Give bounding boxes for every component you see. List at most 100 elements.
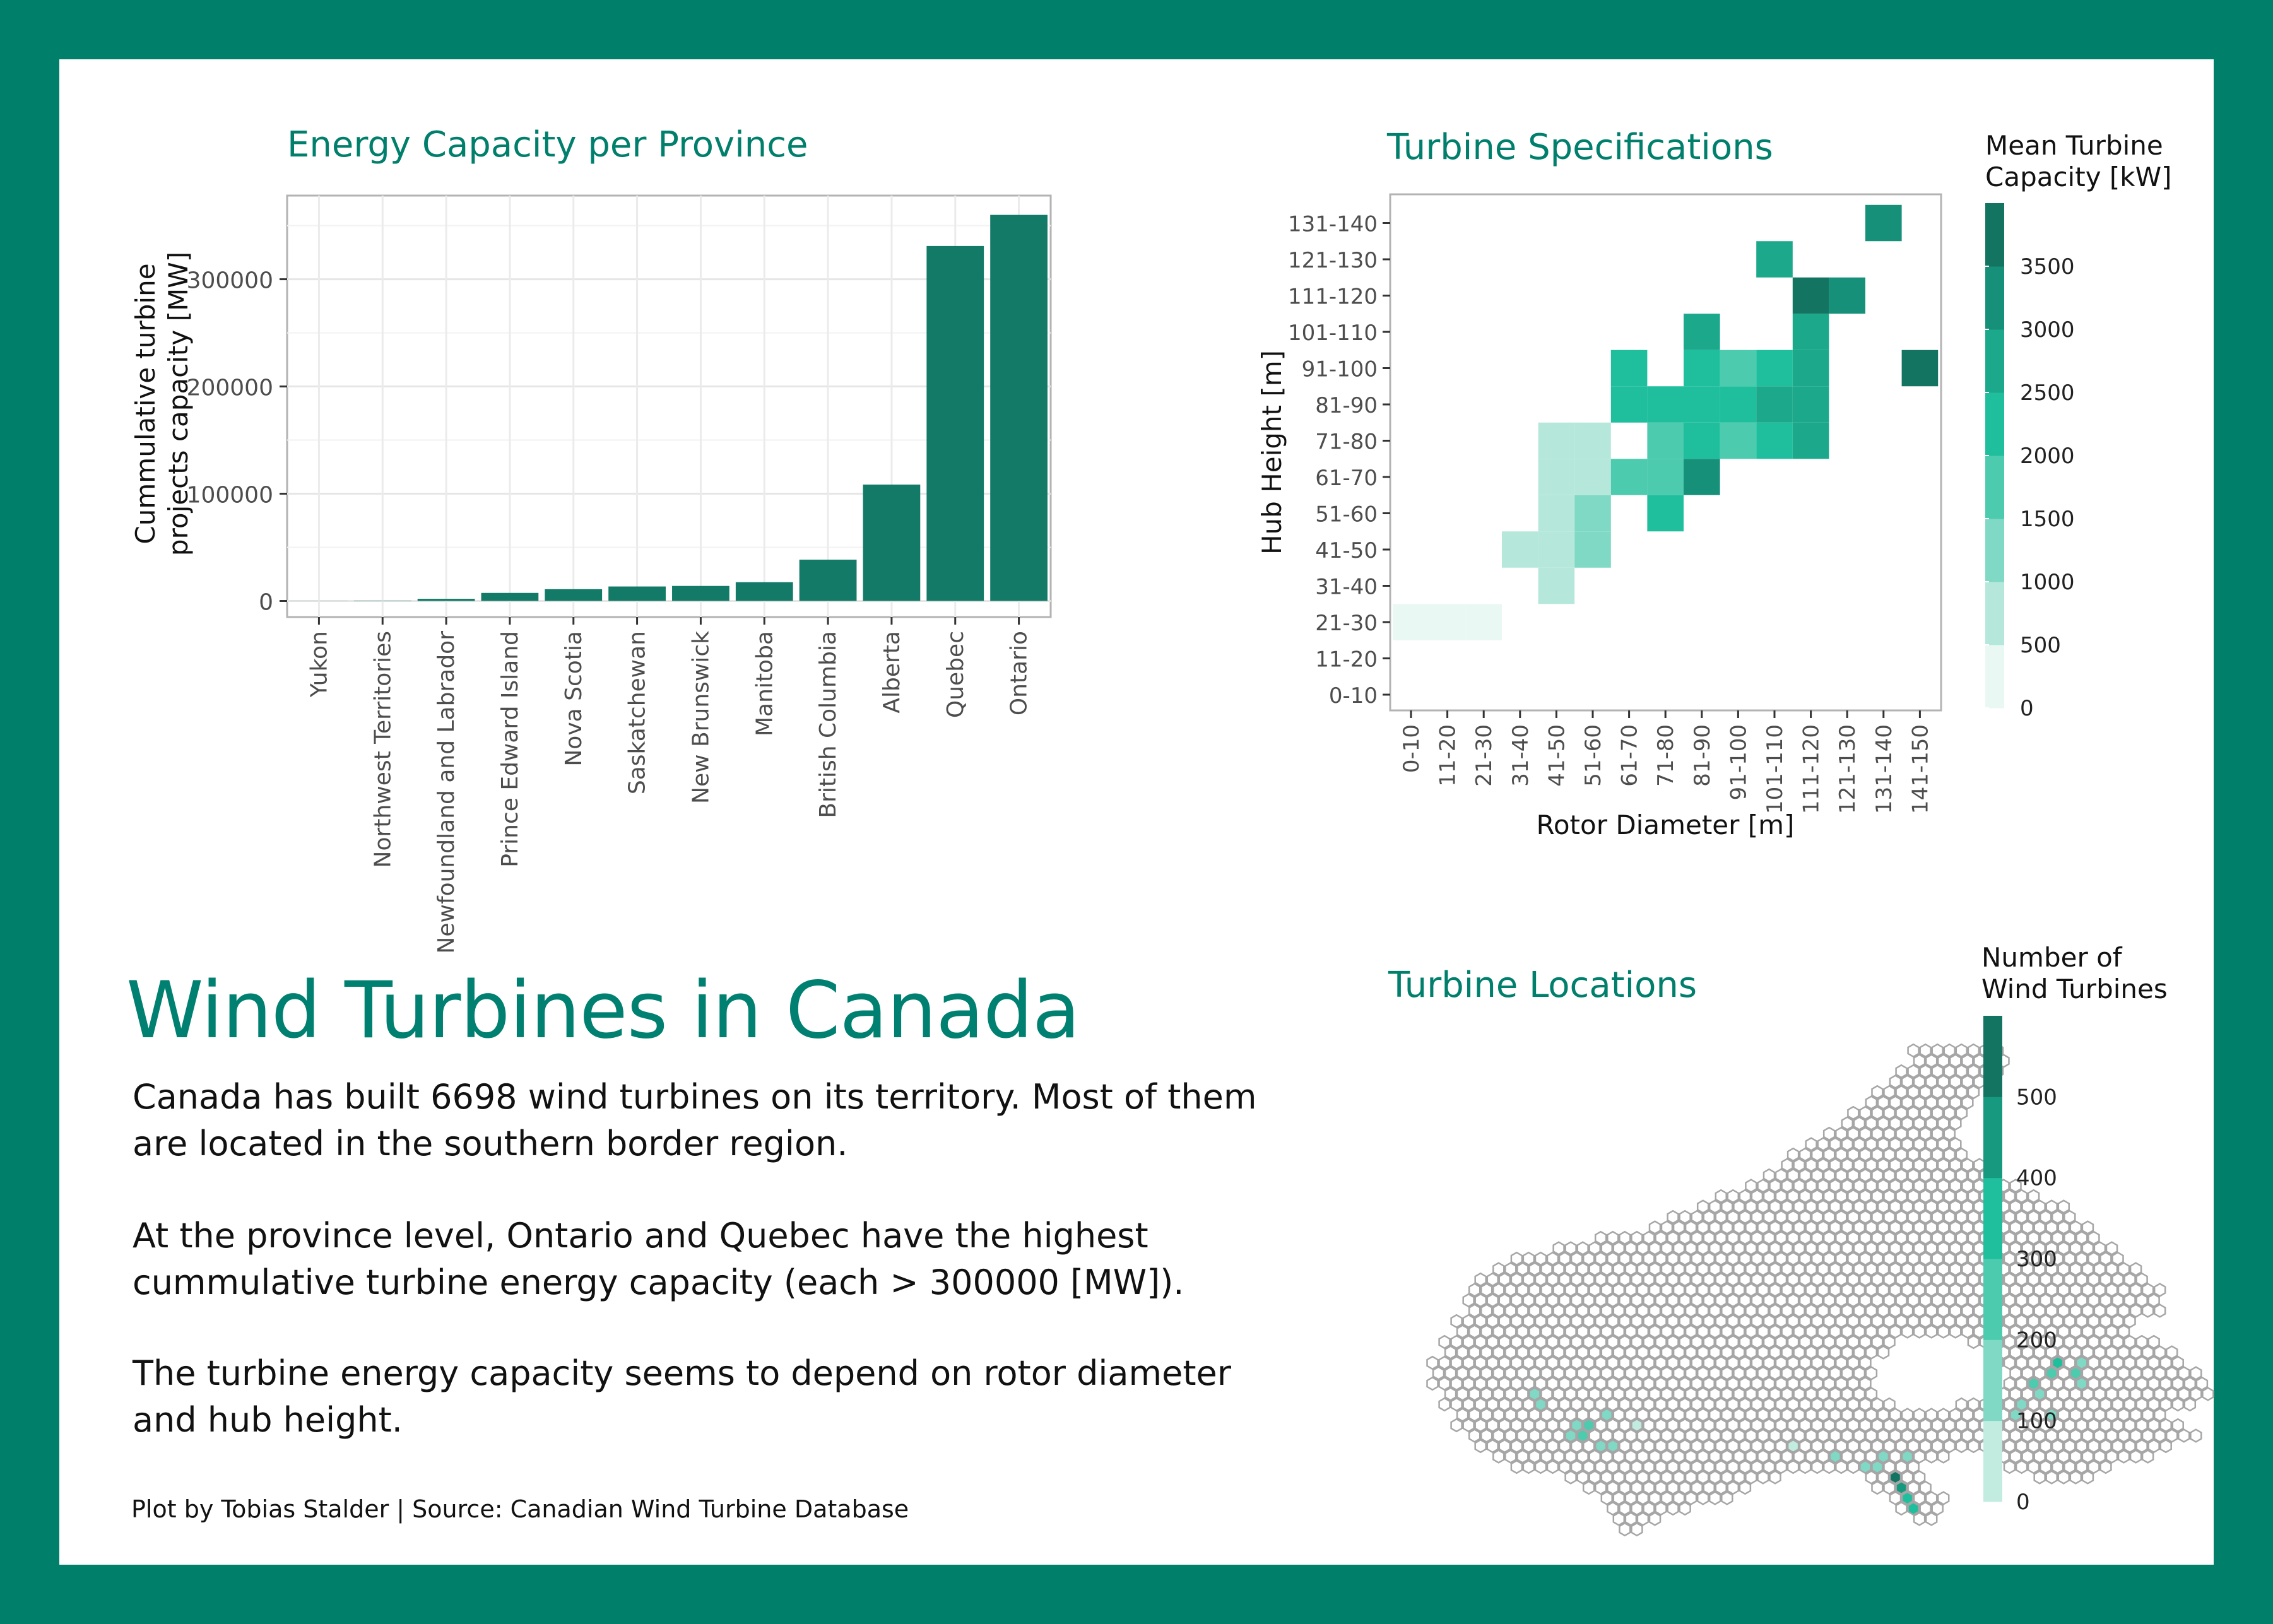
hex-cell	[1949, 1262, 1962, 1276]
hex-cell	[1883, 1272, 1896, 1287]
hex-cell	[1822, 1314, 1836, 1329]
hex-cell	[1588, 1470, 1601, 1485]
hex-cell	[1648, 1283, 1662, 1297]
hex-cell	[1679, 1459, 1691, 1474]
hex-cell	[1696, 1262, 1709, 1276]
hex-cell	[1853, 1137, 1866, 1151]
hex-cell	[1841, 1408, 1854, 1422]
hex-cell	[2075, 1418, 2088, 1433]
hex-cell	[1817, 1179, 1829, 1193]
hex-cell	[1672, 1220, 1686, 1235]
hex-cell	[1961, 1303, 1974, 1318]
hex-cell	[1774, 1355, 1788, 1370]
hex-cell	[1721, 1283, 1733, 1297]
hex-cell	[1703, 1418, 1715, 1433]
hex-cell	[1871, 1189, 1884, 1204]
hex-cell	[1943, 1230, 1956, 1245]
hex-cell	[1757, 1449, 1769, 1464]
hex-cell	[1949, 1116, 1962, 1131]
hex-cell	[1462, 1314, 1475, 1329]
hex-cell	[1841, 1241, 1854, 1256]
bar-ontario	[990, 215, 1048, 601]
hex-cell	[2021, 1283, 2034, 1297]
hex-cell	[1498, 1272, 1511, 1287]
hex-cell	[1937, 1449, 1950, 1464]
hex-cell	[2141, 1449, 2154, 1464]
heatmap-x-axis-title: Rotor Diameter [m]	[1537, 809, 1795, 840]
hex-cell	[2069, 1449, 2082, 1464]
hex-cell	[1546, 1397, 1559, 1412]
hex-cell	[1504, 1366, 1517, 1380]
hex-cell	[1708, 1428, 1721, 1443]
hex-cell	[1973, 1074, 1986, 1089]
hex-cell	[1631, 1522, 1643, 1537]
hex-cell	[1943, 1314, 1956, 1329]
hex-cell	[1504, 1324, 1517, 1339]
hex-cell	[2015, 1459, 2028, 1474]
hex-cell	[2027, 1459, 2040, 1474]
hex-cell	[1817, 1262, 1829, 1276]
hex-cell	[1655, 1418, 1667, 1433]
hex-cell	[1660, 1303, 1674, 1318]
hex-cell	[1636, 1324, 1650, 1339]
hex-cell	[1619, 1501, 1631, 1516]
hex-cell	[1739, 1355, 1752, 1370]
hex-cell	[1961, 1220, 1974, 1235]
hex-cell	[1534, 1376, 1547, 1391]
hex-cell	[2105, 1345, 2118, 1360]
hex-cell	[1492, 1283, 1505, 1297]
hex-cell	[1643, 1459, 1655, 1474]
hex-cell	[1907, 1230, 1920, 1245]
heatmap-cell	[1429, 604, 1466, 640]
hex-cell	[2063, 1376, 2076, 1391]
hex-cell	[1907, 1439, 1920, 1454]
hex-cell	[1925, 1408, 1938, 1422]
heatmap-cell	[1792, 386, 1829, 423]
hex-cell	[2147, 1439, 2160, 1454]
hex-cell	[1757, 1324, 1769, 1339]
hex-cell	[1919, 1230, 1932, 1245]
hex-cell	[1762, 1418, 1776, 1433]
hex-cell	[1679, 1501, 1691, 1516]
hex-cell	[2039, 1314, 2052, 1329]
hex-cell	[2045, 1387, 2058, 1401]
hex-cell	[1943, 1418, 1956, 1433]
hex-cell	[2009, 1324, 2022, 1339]
hex-cell	[2057, 1220, 2070, 1235]
hex-cell	[1534, 1459, 1547, 1474]
hex-cell	[1504, 1449, 1517, 1464]
hex-cell	[1786, 1147, 1800, 1162]
hex-cell	[1715, 1334, 1727, 1350]
heatmap-cell	[1647, 459, 1684, 495]
hex-cell	[2147, 1376, 2160, 1391]
hex-cell	[1721, 1220, 1733, 1235]
hex-cell	[1781, 1199, 1793, 1214]
hex-cell	[2003, 1376, 2016, 1391]
hex-cell	[1745, 1470, 1757, 1485]
hex-cell	[2051, 1355, 2064, 1370]
hex-cell	[1546, 1293, 1559, 1308]
heatmap-cell	[1684, 459, 1720, 495]
hex-cell	[1474, 1418, 1487, 1433]
hex-cell	[2117, 1283, 2130, 1297]
hex-cell	[1648, 1449, 1662, 1464]
hex-cell	[1745, 1283, 1757, 1297]
hex-cell	[1619, 1397, 1631, 1412]
hex-cell	[1943, 1439, 1956, 1454]
hex-cell	[1931, 1064, 1944, 1079]
hex-cell	[1973, 1241, 1986, 1256]
hex-cell	[1624, 1387, 1638, 1401]
hex-cell	[1660, 1491, 1674, 1505]
hex-cell	[1655, 1355, 1667, 1370]
heatmap-x-axis: 0-10 11-20 21-30 31-40 41-50 51-60 61-70 71-80 8…	[1399, 710, 1933, 814]
hex-cell	[1847, 1376, 1860, 1391]
hex-cell	[1757, 1199, 1769, 1214]
hex-cell	[1865, 1428, 1878, 1443]
hex-cell	[1631, 1397, 1643, 1412]
hex-cell	[2033, 1303, 2046, 1318]
hex-cell	[1793, 1387, 1805, 1401]
hex-cell	[1534, 1439, 1547, 1454]
hex-cell	[2021, 1241, 2034, 1256]
hex-cell	[2087, 1334, 2100, 1350]
